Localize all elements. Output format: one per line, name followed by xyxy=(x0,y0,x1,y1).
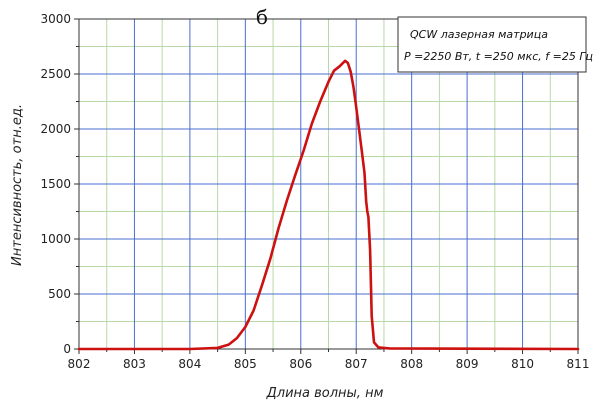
x-tick-label: 807 xyxy=(345,357,368,371)
y-tick-label: 2000 xyxy=(40,122,71,136)
legend-title: QCW лазерная матрица xyxy=(410,28,548,41)
x-tick-label: 805 xyxy=(234,357,257,371)
x-tick-label: 808 xyxy=(400,357,423,371)
panel-label: б xyxy=(256,5,268,29)
y-tick-label: 1000 xyxy=(40,232,71,246)
x-tick-label: 803 xyxy=(123,357,146,371)
legend-box: QCW лазерная матрица P =2250 Вт, t =250 … xyxy=(397,16,593,73)
spectrum-line xyxy=(77,59,580,351)
x-axis-title: Длина волны, нм xyxy=(266,386,384,401)
legend-parameters: P =2250 Вт, t =250 мкс, f =25 Гц xyxy=(404,50,593,63)
y-tick-label: 2500 xyxy=(40,67,71,81)
y-tick-label: 3000 xyxy=(40,12,71,26)
x-tick-label: 806 xyxy=(289,357,312,371)
x-tick-label: 811 xyxy=(567,357,590,371)
y-axis-ticks: 0 500 1000 1500 2000 2500 3000 xyxy=(40,12,79,356)
y-tick-label: 0 xyxy=(63,342,71,356)
y-axis-title: Интенсивность, отн.ед. xyxy=(10,104,25,266)
x-tick-label: 802 xyxy=(68,357,91,371)
x-tick-label: 804 xyxy=(178,357,201,371)
y-tick-label: 1500 xyxy=(40,177,71,191)
y-tick-label: 500 xyxy=(48,287,71,301)
x-tick-label: 809 xyxy=(456,357,479,371)
x-tick-label: 810 xyxy=(511,357,534,371)
x-axis-ticks: 802 803 804 805 806 807 808 809 810 811 xyxy=(68,349,590,371)
